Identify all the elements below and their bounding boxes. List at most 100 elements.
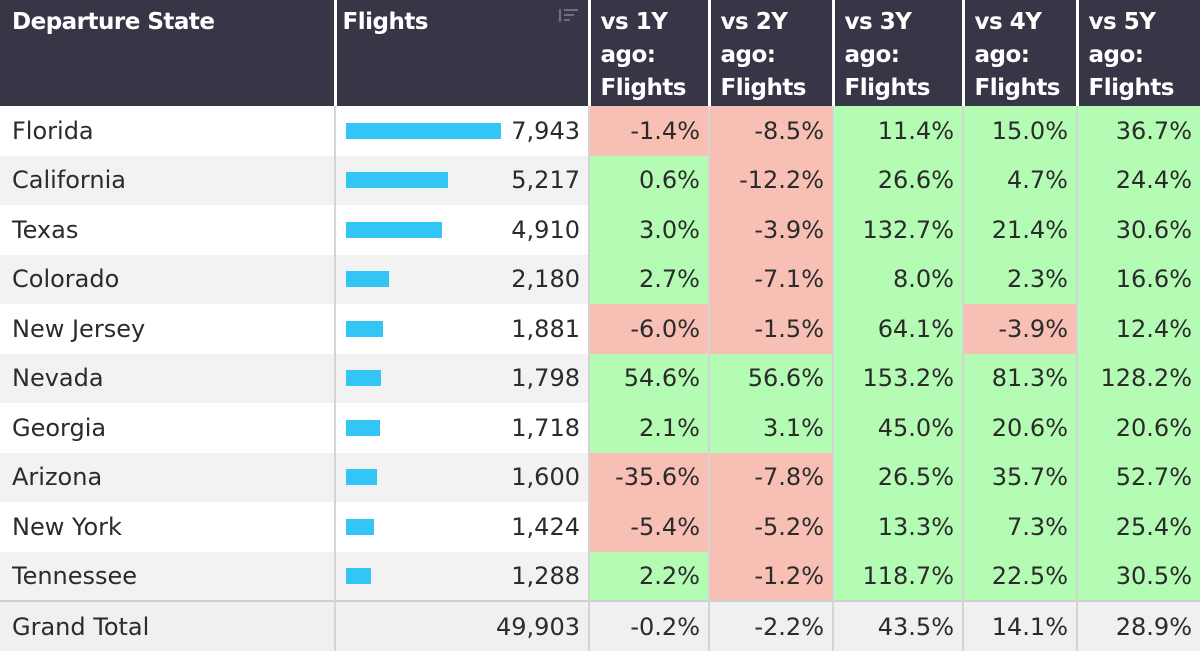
vs-4y-cell: 20.6%: [963, 403, 1078, 453]
vs-2y-cell: 3.1%: [709, 403, 834, 453]
grand-total-vs-2y: -2.2%: [709, 600, 834, 651]
flights-value: 7,943: [511, 116, 580, 145]
table-row[interactable]: Florida 7,943 -1.4% -8.5% 11.4% 15.0% 36.7%: [0, 106, 1200, 156]
table-row[interactable]: Colorado 2,180 2.7% -7.1% 8.0% 2.3% 16.6%: [0, 254, 1200, 304]
vs-3y-cell: 8.0%: [833, 254, 964, 304]
vs-4y-cell: 22.5%: [963, 551, 1078, 601]
vs-5y-cell: 30.5%: [1077, 551, 1200, 601]
flights-value: 1,798: [511, 364, 580, 393]
header-vs-3y[interactable]: vs 3Y ago: Flights: [833, 0, 965, 106]
grand-total-vs-5y: 28.9%: [1077, 600, 1200, 651]
grand-total-label: Grand Total: [0, 600, 336, 651]
flights-bar: [346, 271, 389, 288]
grand-total-vs-1y: -0.2%: [589, 600, 710, 651]
flights-bar: [346, 469, 377, 486]
vs-4y-cell: 81.3%: [963, 353, 1078, 403]
vs-3y-cell: 153.2%: [833, 353, 964, 403]
flights-bar: [346, 370, 381, 387]
flights-bar: [346, 518, 374, 535]
vs-4y-cell: 2.3%: [963, 254, 1078, 304]
flights-cell: 7,943: [335, 106, 590, 156]
vs-5y-cell: 24.4%: [1077, 155, 1200, 205]
flights-cell: 1,718: [335, 403, 590, 453]
flights-bar: [346, 320, 383, 337]
vs-2y-cell: -7.1%: [709, 254, 834, 304]
flights-cell: 1,288: [335, 551, 590, 601]
vs-3y-cell: 26.5%: [833, 452, 964, 502]
vs-3y-cell: 11.4%: [833, 106, 964, 156]
flights-value: 4,910: [511, 215, 580, 244]
vs-3y-cell: 118.7%: [833, 551, 964, 601]
vs-5y-cell: 52.7%: [1077, 452, 1200, 502]
state-cell: Texas: [0, 205, 336, 255]
header-departure-state[interactable]: Departure State: [0, 0, 337, 106]
header-vs-1y[interactable]: vs 1Y ago: Flights: [589, 0, 711, 106]
state-cell: Georgia: [0, 403, 336, 453]
flights-cell: 1,798: [335, 353, 590, 403]
table-footer: Grand Total 49,903 -0.2% -2.2% 43.5% 14.…: [0, 600, 1200, 651]
table-row[interactable]: Arizona 1,600 -35.6% -7.8% 26.5% 35.7% 52.7%: [0, 452, 1200, 502]
header-flights[interactable]: Flights: [335, 0, 591, 106]
header-vs-4y[interactable]: vs 4Y ago: Flights: [963, 0, 1079, 106]
vs-4y-cell: 35.7%: [963, 452, 1078, 502]
flights-value: 1,424: [511, 512, 580, 541]
vs-5y-cell: 128.2%: [1077, 353, 1200, 403]
table-body: Florida 7,943 -1.4% -8.5% 11.4% 15.0% 36.7% Cal…: [0, 106, 1200, 601]
table-row[interactable]: Texas 4,910 3.0% -3.9% 132.7% 21.4% 30.6%: [0, 205, 1200, 255]
grand-total-vs-3y: 43.5%: [833, 600, 964, 651]
vs-4y-cell: 4.7%: [963, 155, 1078, 205]
table-row[interactable]: California 5,217 0.6% -12.2% 26.6% 4.7% 24.4%: [0, 155, 1200, 205]
vs-1y-cell: 0.6%: [589, 155, 710, 205]
vs-1y-cell: -35.6%: [589, 452, 710, 502]
flights-bar: [346, 221, 442, 238]
state-cell: Arizona: [0, 452, 336, 502]
vs-5y-cell: 16.6%: [1077, 254, 1200, 304]
state-cell: New Jersey: [0, 304, 336, 354]
state-cell: California: [0, 155, 336, 205]
header-vs-2y[interactable]: vs 2Y ago: Flights: [709, 0, 835, 106]
flights-cell: 1,424: [335, 502, 590, 552]
table-row[interactable]: New York 1,424 -5.4% -5.2% 13.3% 7.3% 25.4%: [0, 502, 1200, 552]
flights-cell: 1,881: [335, 304, 590, 354]
flights-cell: 2,180: [335, 254, 590, 304]
vs-5y-cell: 30.6%: [1077, 205, 1200, 255]
vs-2y-cell: -1.2%: [709, 551, 834, 601]
table-row[interactable]: Georgia 1,718 2.1% 3.1% 45.0% 20.6% 20.6%: [0, 403, 1200, 453]
vs-1y-cell: 3.0%: [589, 205, 710, 255]
vs-1y-cell: 2.7%: [589, 254, 710, 304]
vs-1y-cell: 54.6%: [589, 353, 710, 403]
table-header: Departure State Flights vs 1Y ago: Fligh…: [0, 0, 1200, 106]
flights-bar: [346, 419, 380, 436]
vs-4y-cell: 7.3%: [963, 502, 1078, 552]
vs-2y-cell: -8.5%: [709, 106, 834, 156]
vs-3y-cell: 45.0%: [833, 403, 964, 453]
header-vs-5y[interactable]: vs 5Y ago: Flights: [1077, 0, 1200, 106]
table-row[interactable]: New Jersey 1,881 -6.0% -1.5% 64.1% -3.9% 12.4%: [0, 304, 1200, 354]
vs-5y-cell: 20.6%: [1077, 403, 1200, 453]
sort-descending-icon[interactable]: [557, 8, 580, 24]
vs-5y-cell: 36.7%: [1077, 106, 1200, 156]
vs-1y-cell: 2.2%: [589, 551, 710, 601]
vs-2y-cell: -7.8%: [709, 452, 834, 502]
vs-2y-cell: -1.5%: [709, 304, 834, 354]
vs-2y-cell: -5.2%: [709, 502, 834, 552]
state-cell: Tennessee: [0, 551, 336, 601]
header-flights-label: Flights: [342, 9, 429, 35]
table-row[interactable]: Nevada 1,798 54.6% 56.6% 153.2% 81.3% 128.2%: [0, 353, 1200, 403]
vs-2y-cell: -12.2%: [709, 155, 834, 205]
state-cell: Colorado: [0, 254, 336, 304]
grand-total-flights: 49,903: [335, 600, 590, 651]
vs-2y-cell: -3.9%: [709, 205, 834, 255]
table-row[interactable]: Tennessee 1,288 2.2% -1.2% 118.7% 22.5% 30.5%: [0, 551, 1200, 601]
flights-cell: 1,600: [335, 452, 590, 502]
vs-4y-cell: -3.9%: [963, 304, 1078, 354]
flights-cell: 4,910: [335, 205, 590, 255]
flights-bar: [346, 122, 501, 139]
flights-cell: 5,217: [335, 155, 590, 205]
vs-1y-cell: -5.4%: [589, 502, 710, 552]
state-cell: New York: [0, 502, 336, 552]
grand-total-vs-4y: 14.1%: [963, 600, 1078, 651]
flights-bar: [346, 567, 371, 584]
flights-value: 1,718: [511, 413, 580, 442]
